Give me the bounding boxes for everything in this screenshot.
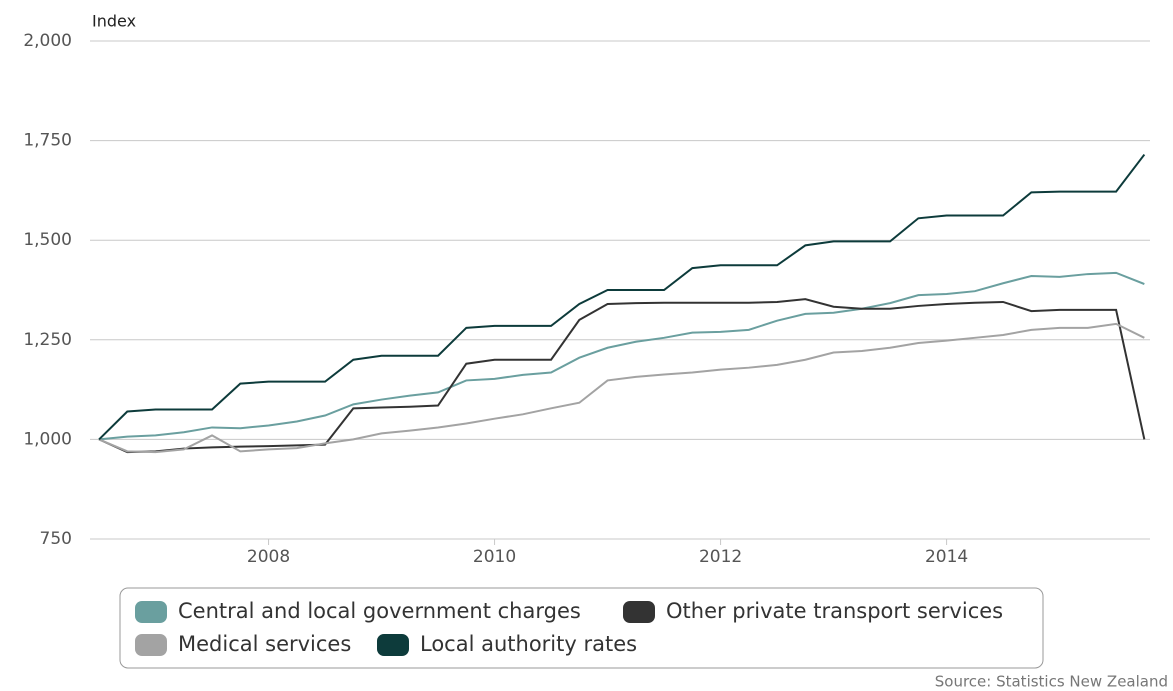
- series-line: [98, 153, 1146, 441]
- legend-box: [119, 587, 1044, 669]
- y-tick-label: 750: [40, 529, 72, 549]
- legend-label: Other private transport services: [666, 599, 1003, 623]
- series-line: [98, 298, 1146, 454]
- y-tick-label: 1,750: [23, 131, 72, 151]
- y-tick-label: 1,500: [23, 230, 72, 250]
- y-tick-label: 1,000: [23, 429, 72, 449]
- y-tick-label: 2,000: [23, 31, 72, 51]
- legend-label: Medical services: [178, 632, 351, 656]
- legend-label: Central and local government charges: [178, 599, 581, 623]
- legend-label: Local authority rates: [420, 632, 637, 656]
- x-tick-label: 2010: [473, 547, 516, 567]
- series-line: [98, 322, 1145, 454]
- series-line: [98, 271, 1145, 441]
- y-axis-label: Index: [92, 12, 136, 31]
- x-tick-label: 2014: [925, 547, 968, 567]
- legend-swatch: [377, 634, 409, 656]
- legend-swatch: [623, 601, 655, 623]
- x-tick-label: 2008: [247, 547, 290, 567]
- legend-swatch: [135, 601, 167, 623]
- y-tick-label: 1,250: [23, 330, 72, 350]
- legend-swatch: [135, 634, 167, 656]
- x-tick-label: 2012: [699, 547, 742, 567]
- source: Source: Statistics New Zealand: [935, 673, 1168, 691]
